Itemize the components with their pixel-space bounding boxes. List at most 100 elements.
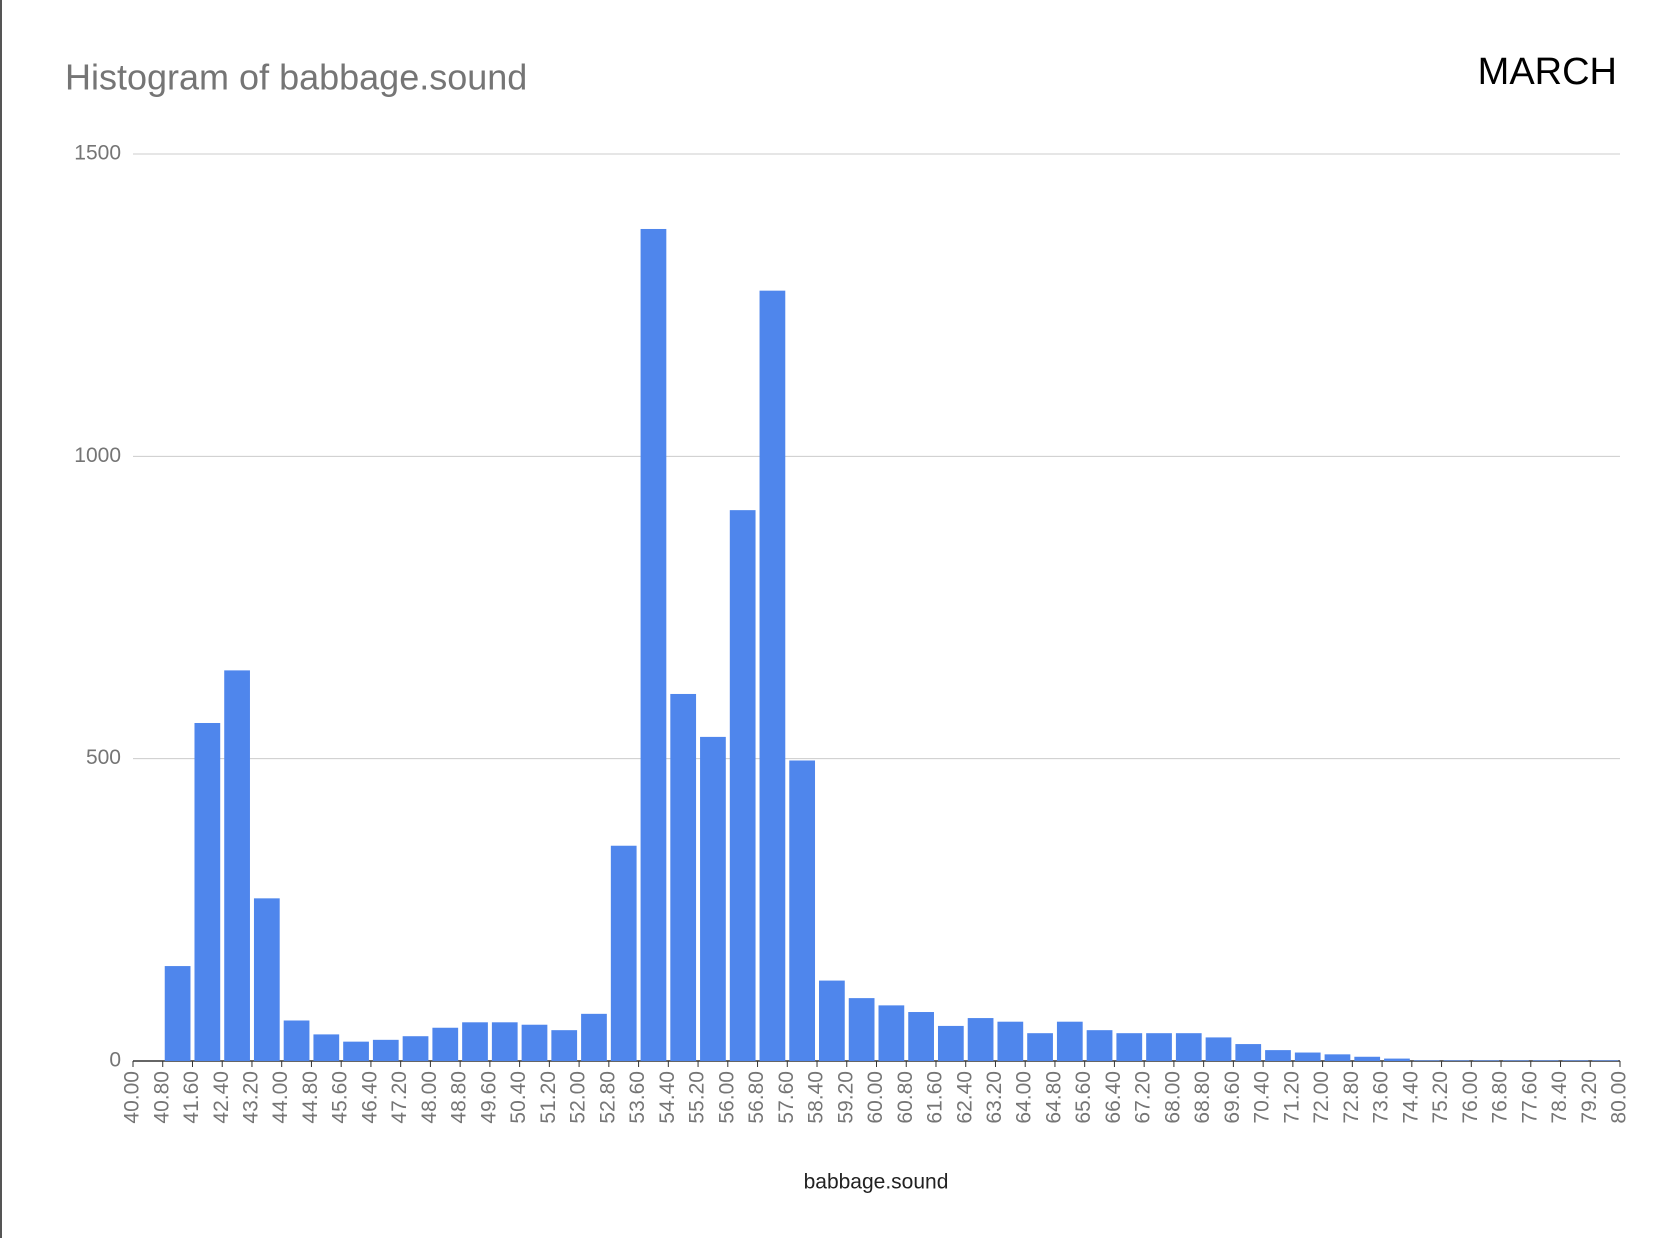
- x-tick-label: 54.40: [656, 1071, 679, 1124]
- chart-subtitle: MARCH: [1478, 51, 1617, 93]
- x-tick-label: 67.20: [1132, 1071, 1155, 1124]
- bar: [402, 1036, 429, 1061]
- x-tick-label: 72.00: [1310, 1071, 1333, 1124]
- x-tick-label: 53.60: [626, 1071, 649, 1124]
- x-tick-label: 76.00: [1459, 1071, 1482, 1124]
- bar: [789, 760, 816, 1061]
- x-tick-label: 61.60: [924, 1071, 947, 1124]
- y-tick-label: 1500: [74, 142, 121, 165]
- bar: [164, 966, 191, 1061]
- bar: [819, 980, 845, 1061]
- bar: [1146, 1033, 1172, 1061]
- bar: [759, 290, 786, 1061]
- x-tick-label: 44.00: [269, 1071, 292, 1124]
- bar: [1532, 1060, 1559, 1061]
- x-tick-label: 55.20: [686, 1071, 709, 1124]
- x-tick-label: 40.00: [121, 1071, 144, 1124]
- x-tick-label: 71.20: [1280, 1071, 1303, 1124]
- bar: [967, 1018, 994, 1061]
- bar: [1443, 1060, 1470, 1061]
- x-tick-label: 52.80: [596, 1071, 619, 1124]
- x-tick-label: 64.80: [1042, 1071, 1065, 1124]
- x-tick-label: 65.60: [1072, 1071, 1095, 1124]
- bar: [1294, 1052, 1321, 1061]
- bar: [1175, 1033, 1202, 1061]
- bar: [729, 510, 756, 1061]
- bar: [551, 1030, 578, 1061]
- bar: [700, 736, 726, 1061]
- x-tick-label: 46.40: [358, 1071, 381, 1124]
- x-tick-label: 68.80: [1191, 1071, 1214, 1124]
- x-axis-label: babbage.sound: [804, 1171, 949, 1194]
- bar: [1235, 1044, 1262, 1061]
- bar: [937, 1025, 964, 1061]
- bar: [610, 845, 637, 1061]
- bar: [1056, 1021, 1083, 1061]
- bar: [1116, 1033, 1143, 1061]
- bar: [640, 228, 667, 1062]
- bar: [1354, 1056, 1381, 1061]
- bar: [432, 1027, 459, 1061]
- bar: [253, 898, 280, 1061]
- bar: [878, 1005, 905, 1061]
- x-tick-label: 66.40: [1102, 1071, 1125, 1124]
- x-tick-label: 42.40: [210, 1071, 233, 1124]
- x-tick-label: 49.60: [477, 1071, 500, 1124]
- x-tick-label: 69.60: [1221, 1071, 1244, 1124]
- x-tick-label: 78.40: [1548, 1071, 1571, 1124]
- x-tick-label: 70.40: [1251, 1071, 1274, 1124]
- x-tick-label: 56.00: [715, 1071, 738, 1124]
- chart-title: Histogram of babbage.sound: [65, 57, 527, 98]
- x-tick-label: 40.80: [150, 1071, 173, 1124]
- y-tick-label: 1000: [74, 444, 121, 467]
- x-tick-label: 75.20: [1429, 1071, 1452, 1124]
- bar: [283, 1020, 310, 1061]
- x-tick-label: 41.60: [180, 1071, 203, 1124]
- bar: [372, 1039, 399, 1061]
- bar: [491, 1022, 518, 1061]
- bar: [1086, 1030, 1113, 1061]
- x-tick-label: 43.20: [240, 1071, 263, 1124]
- x-tick-label: 60.00: [864, 1071, 887, 1124]
- x-tick-label: 51.20: [537, 1071, 560, 1124]
- x-tick-label: 73.60: [1370, 1071, 1393, 1124]
- bar: [313, 1034, 340, 1061]
- bar: [908, 1012, 934, 1061]
- bar: [1205, 1037, 1232, 1061]
- bar: [1592, 1060, 1618, 1061]
- bar: [1324, 1054, 1351, 1061]
- x-tick-label: 45.60: [329, 1071, 352, 1124]
- y-tick-label: 0: [109, 1049, 121, 1072]
- x-tick-label: 44.80: [299, 1071, 322, 1124]
- x-tick-label: 58.40: [805, 1071, 828, 1124]
- bar: [1473, 1060, 1500, 1061]
- bar: [194, 722, 221, 1061]
- bar: [1027, 1033, 1053, 1061]
- x-tick-label: 59.20: [834, 1071, 857, 1124]
- bar: [581, 1013, 607, 1061]
- bar: [848, 998, 875, 1061]
- x-tick-label: 72.80: [1340, 1071, 1363, 1124]
- bar: [1384, 1058, 1410, 1061]
- bar: [1503, 1060, 1529, 1061]
- bar: [1413, 1060, 1440, 1061]
- x-tick-label: 76.80: [1489, 1071, 1512, 1124]
- x-tick-label: 57.60: [775, 1071, 798, 1124]
- x-tick-label: 63.20: [983, 1071, 1006, 1124]
- bar: [521, 1024, 548, 1061]
- window-edge: [0, 0, 2, 1238]
- x-tick-label: 47.20: [388, 1071, 411, 1124]
- bar: [462, 1022, 488, 1061]
- bar: [1265, 1050, 1291, 1061]
- x-tick-label: 68.00: [1161, 1071, 1184, 1124]
- bar: [997, 1021, 1024, 1061]
- x-tick-label: 52.00: [567, 1071, 590, 1124]
- x-tick-label: 64.00: [1013, 1071, 1036, 1124]
- y-tick-label: 500: [86, 746, 121, 769]
- bar: [1562, 1060, 1589, 1061]
- bar: [224, 670, 250, 1061]
- x-tick-label: 50.40: [507, 1071, 530, 1124]
- x-tick-label: 79.20: [1578, 1071, 1601, 1124]
- x-tick-label: 48.00: [418, 1071, 441, 1124]
